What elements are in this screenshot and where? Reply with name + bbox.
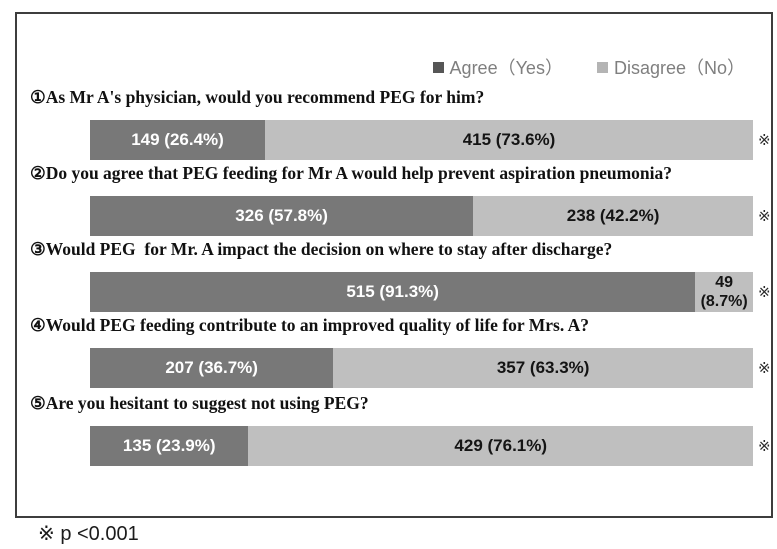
disagree-segment: 415 (73.6%) <box>265 120 753 160</box>
significance-mark: ※ <box>758 284 771 301</box>
significance-mark: ※ <box>758 208 771 225</box>
disagree-value-label: 238 (42.2%) <box>566 206 660 225</box>
significance-mark: ※ <box>758 438 771 455</box>
significance-mark: ※ <box>758 360 771 377</box>
bar-row: 149 (26.4%) 415 (73.6%) ※ <box>90 120 771 160</box>
stacked-bar: 135 (23.9%) 429 (76.1%) <box>90 426 753 466</box>
disagree-segment: 49 (8.7%) <box>695 272 753 312</box>
stacked-bar: 515 (91.3%) 49 (8.7%) <box>90 272 753 312</box>
legend-item-disagree: Disagree（No） <box>596 54 745 80</box>
legend-marker-disagree-icon <box>596 61 608 73</box>
question-label: ⑤Are you hesitant to suggest not using P… <box>30 393 369 413</box>
agree-segment: 135 (23.9%) <box>90 426 249 466</box>
legend-label-disagree: Disagree（No） <box>613 58 745 78</box>
question-group-3: ③Would PEG for Mr. A impact the decision… <box>17 238 771 312</box>
disagree-segment: 429 (76.1%) <box>248 426 753 466</box>
agree-segment: 149 (26.4%) <box>90 120 266 160</box>
significance-mark: ※ <box>758 132 771 149</box>
agree-value-label: 515 (91.3%) <box>346 282 439 301</box>
question-group-1: ①As Mr A's physician, would you recommen… <box>17 86 771 160</box>
footnote-p-value: ※ p <0.001 <box>38 523 139 545</box>
legend-item-agree: Agree（Yes） <box>432 54 563 80</box>
stacked-bar: 207 (36.7%) 357 (63.3%) <box>90 348 753 388</box>
question-group-2: ②Do you agree that PEG feeding for Mr A … <box>17 162 771 236</box>
figure-frame: Agree（Yes） Disagree（No） ①As Mr A's physi… <box>15 12 773 518</box>
stacked-bar: 149 (26.4%) 415 (73.6%) <box>90 120 753 160</box>
agree-segment: 326 (57.8%) <box>90 196 474 236</box>
question-group-4: ④Would PEG feeding contribute to an impr… <box>17 314 771 388</box>
agree-segment: 207 (36.7%) <box>90 348 334 388</box>
disagree-segment: 238 (42.2%) <box>473 196 753 236</box>
agree-value-label: 207 (36.7%) <box>165 358 258 377</box>
agree-value-label: 135 (23.9%) <box>122 436 216 455</box>
bar-row: 135 (23.9%) 429 (76.1%) ※ <box>90 426 771 466</box>
question-group-5: ⑤Are you hesitant to suggest not using P… <box>17 392 771 466</box>
disagree-value-label: 49 (8.7%) <box>700 274 748 310</box>
bar-row: 515 (91.3%) 49 (8.7%) ※ <box>90 272 771 312</box>
question-label: ③Would PEG for Mr. A impact the decision… <box>30 239 613 259</box>
agree-value-label: 149 (26.4%) <box>131 130 224 149</box>
question-label: ②Do you agree that PEG feeding for Mr A … <box>30 163 672 183</box>
legend: Agree（Yes） Disagree（No） <box>17 54 745 80</box>
disagree-segment: 357 (63.3%) <box>333 348 753 388</box>
disagree-value-label: 415 (73.6%) <box>462 130 556 149</box>
question-label: ④Would PEG feeding contribute to an impr… <box>30 315 590 335</box>
legend-label-agree: Agree（Yes） <box>449 58 563 78</box>
stacked-bar: 326 (57.8%) 238 (42.2%) <box>90 196 753 236</box>
agree-segment: 515 (91.3%) <box>90 272 696 312</box>
question-label: ①As Mr A's physician, would you recommen… <box>30 87 485 107</box>
bar-row: 326 (57.8%) 238 (42.2%) ※ <box>90 196 771 236</box>
disagree-value-label: 357 (63.3%) <box>496 358 590 377</box>
agree-value-label: 326 (57.8%) <box>235 206 328 225</box>
disagree-value-label: 429 (76.1%) <box>454 436 548 455</box>
legend-marker-agree-icon <box>432 61 444 73</box>
bar-row: 207 (36.7%) 357 (63.3%) ※ <box>90 348 771 388</box>
